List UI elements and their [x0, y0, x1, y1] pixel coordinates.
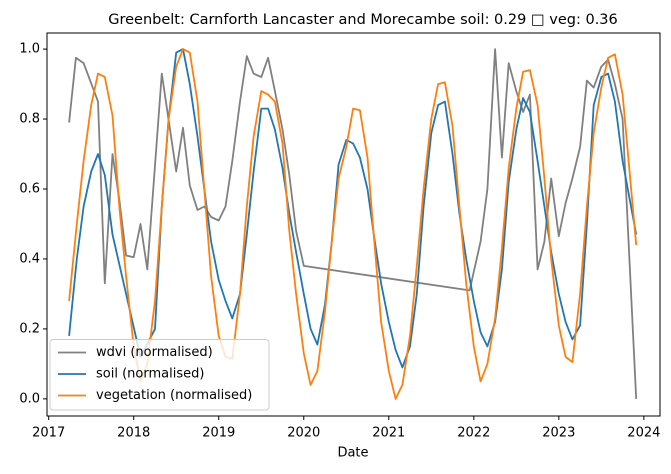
y-tick-label: 0.8: [19, 112, 40, 127]
plot-frame: [46, 32, 661, 417]
y-tick-label: 0.6: [19, 181, 40, 196]
line-series: [68, 48, 638, 400]
line-series: [68, 48, 638, 369]
y-tick-label: 0.2: [19, 321, 40, 336]
x-tick-label: 2024: [627, 426, 660, 441]
x-tick-label: 2019: [202, 426, 235, 441]
y-tick-label: 1.0: [19, 42, 40, 57]
x-tick-label: 2020: [287, 426, 320, 441]
x-axis-label: Date: [337, 446, 368, 461]
y-tick-label: 0.4: [19, 251, 40, 266]
x-tick-label: 2021: [372, 426, 405, 441]
x-tick-label: 2023: [542, 426, 575, 441]
legend-box: [49, 339, 270, 411]
y-tick-label: 0.0: [19, 391, 40, 406]
x-tick-label: 2017: [32, 426, 65, 441]
chart-title: Greenbelt: Carnforth Lancaster and Morec…: [108, 12, 618, 28]
x-tick-label: 2018: [117, 426, 150, 441]
legend-label: soil (normalised): [96, 367, 204, 382]
line-series: [68, 48, 638, 399]
legend-label: vegetation (normalised): [96, 388, 252, 403]
x-tick-label: 2022: [457, 426, 490, 441]
legend-label: wdvi (normalised): [96, 345, 213, 360]
